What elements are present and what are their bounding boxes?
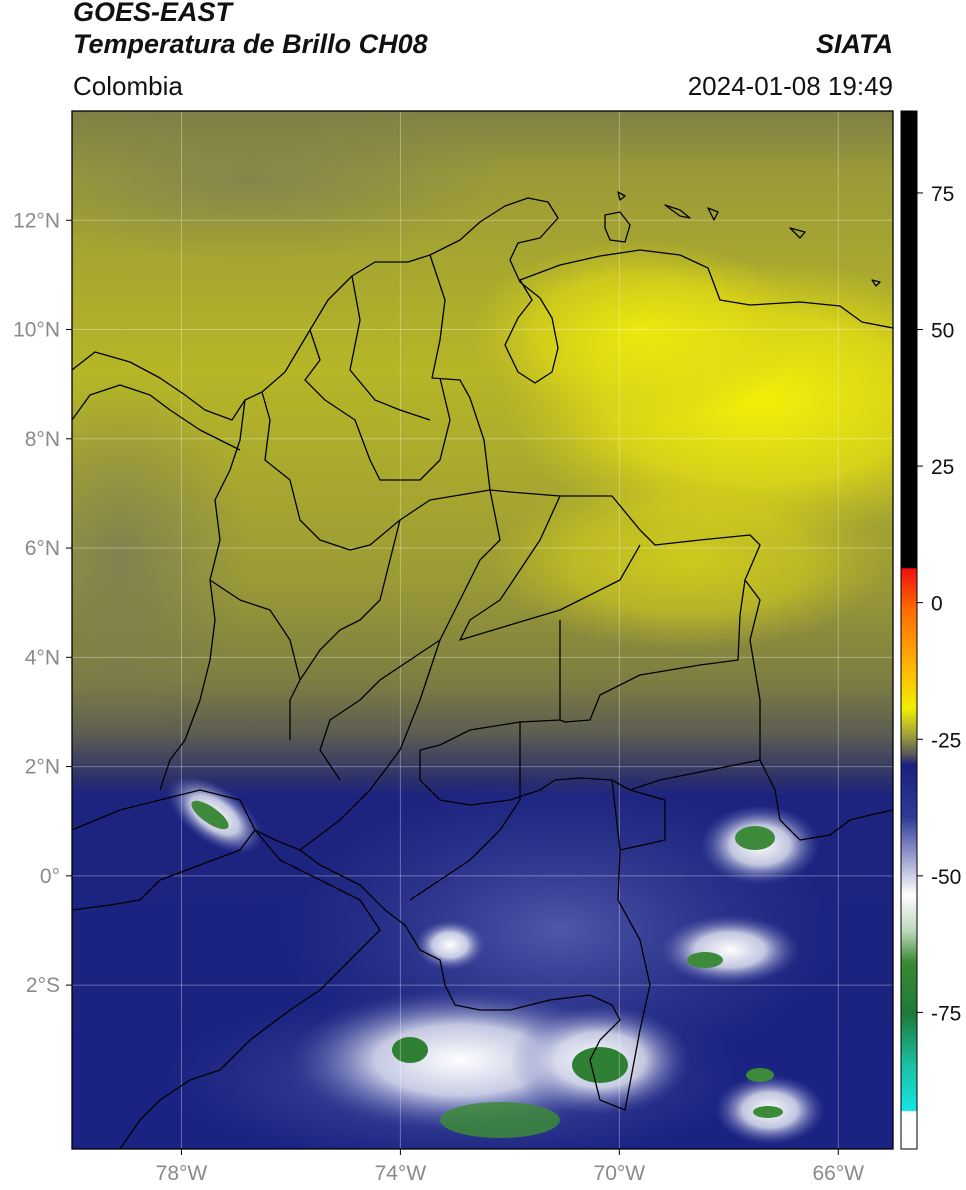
lat-tick-label: 12°N (13, 209, 60, 232)
lat-tick-label: 6°N (25, 537, 60, 560)
colorbar-tick-label: -75 (931, 1002, 961, 1025)
lat-tick-label: 10°N (13, 319, 60, 342)
coldest-core (746, 1068, 774, 1082)
coldest-core (687, 952, 723, 968)
cold-cloud-top (415, 920, 485, 970)
satellite-title: GOES-EAST (73, 0, 233, 27)
lat-tick-label: 2°S (26, 974, 60, 997)
colorbar-tick-label: 50 (931, 320, 954, 343)
lat-tick-label: 0° (40, 865, 60, 888)
department-border (209, 579, 301, 681)
colorbar-tick-label: 0 (931, 593, 943, 616)
department-border (349, 275, 431, 421)
coldest-core (753, 1106, 783, 1118)
venezuela-border (429, 254, 761, 723)
lat-tick-label: 8°N (25, 428, 60, 451)
department-border (261, 391, 491, 551)
region-label: Colombia (73, 71, 183, 101)
lat-tick-label: 4°N (25, 646, 60, 669)
colorbar-axis: 75 50 25 0 -25 -50 -75 (917, 183, 961, 1025)
peru-border (119, 829, 381, 1149)
coldest-core (735, 826, 775, 850)
island (617, 191, 626, 201)
panama-coast (72, 384, 241, 451)
department-border (611, 779, 621, 851)
lon-tick-label: 66°W (812, 1162, 864, 1185)
department-border (319, 489, 501, 781)
caribbean-coastline (72, 197, 893, 421)
warm-core (470, 240, 810, 420)
coldest-core (572, 1047, 628, 1083)
coldest-core (392, 1037, 428, 1063)
brazil-venezuela-border (629, 759, 761, 791)
pacific-coastline (159, 399, 246, 791)
cloud-band (72, 111, 510, 260)
colorbar (901, 111, 917, 1149)
agency-label: SIATA (816, 29, 893, 59)
colorbar-tick-label: -50 (931, 866, 961, 889)
lon-tick-label: 78°W (156, 1162, 208, 1185)
colorbar-frame (900, 110, 918, 1150)
department-border (409, 722, 521, 901)
colorbar-tick-label: 25 (931, 456, 954, 479)
ecuador-border (72, 789, 256, 911)
department-border (459, 495, 641, 641)
product-title: Temperatura de Brillo CH08 (73, 29, 428, 59)
lon-tick-label: 70°W (594, 1162, 646, 1185)
map-frame (71, 110, 894, 1150)
colorbar-tick-label: -25 (931, 729, 961, 752)
department-border (304, 329, 451, 481)
island (604, 211, 631, 243)
brazil-border (254, 719, 666, 1111)
cloud-band (72, 380, 250, 740)
datetime-label: 2024-01-08 19:49 (687, 71, 893, 101)
island (871, 279, 881, 287)
venezuela-south-border (744, 579, 893, 841)
coldest-core (440, 1102, 560, 1138)
map-gridlines (72, 111, 893, 1149)
latitude-axis: 12°N 10°N 8°N 6°N 4°N 2°N 0° 2°S (13, 209, 72, 997)
coldest-core (191, 800, 229, 830)
warm-core (490, 470, 890, 650)
lat-tick-label: 2°N (25, 756, 60, 779)
cold-cloud-top (660, 915, 800, 985)
lon-tick-label: 74°W (375, 1162, 427, 1185)
island (707, 207, 719, 221)
department-border (299, 639, 441, 851)
island (789, 227, 806, 239)
island (664, 204, 691, 219)
department-border (289, 519, 401, 740)
colorbar-tick-label: 75 (931, 183, 954, 206)
longitude-axis: 78°W 74°W 70°W 66°W (156, 1149, 864, 1185)
borders (72, 191, 893, 1149)
